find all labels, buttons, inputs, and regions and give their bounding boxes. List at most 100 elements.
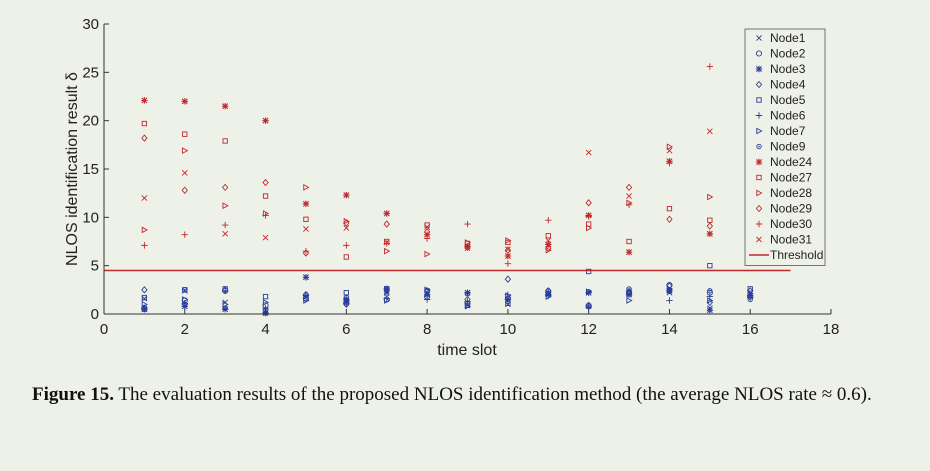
- x-tick-label: 6: [342, 321, 350, 338]
- legend-label: Node31: [770, 233, 812, 247]
- legend-marker: [756, 127, 763, 135]
- data-point: [464, 289, 471, 296]
- data-point: [585, 199, 592, 207]
- x-tick-label: 12: [580, 321, 597, 338]
- legend-label: Node27: [770, 171, 812, 185]
- data-point: [383, 210, 390, 217]
- data-point: [383, 239, 390, 246]
- data-point: [625, 291, 633, 298]
- legend-marker: [756, 189, 763, 197]
- data-point: [141, 120, 148, 127]
- legend-marker: [755, 80, 763, 89]
- legend-label: Threshold: [770, 248, 823, 262]
- legend-marker: [755, 50, 763, 57]
- legend-item-node7: Node7: [756, 124, 806, 138]
- data-point: [626, 193, 632, 199]
- data-point: [303, 226, 309, 232]
- series-node9: [141, 286, 753, 316]
- data-point: [586, 289, 592, 295]
- x-tick-label: 0: [100, 321, 108, 338]
- data-point: [141, 195, 148, 201]
- legend-label: Node1: [770, 31, 806, 45]
- data-point: [302, 200, 310, 207]
- data-point: [706, 63, 714, 70]
- legend-item-node28: Node28: [756, 186, 812, 200]
- data-point: [706, 230, 714, 237]
- data-point: [666, 297, 673, 304]
- legend-item-node30: Node30: [755, 217, 812, 231]
- x-axis-label: time slot: [437, 342, 497, 359]
- legend-marker: [756, 236, 762, 243]
- data-point: [384, 291, 390, 297]
- y-tick-label: 20: [82, 113, 99, 130]
- data-point: [464, 239, 472, 246]
- data-point: [625, 183, 633, 192]
- data-point: [302, 274, 310, 281]
- data-point: [262, 178, 269, 187]
- data-point: [424, 224, 431, 230]
- data-point: [504, 246, 512, 254]
- legend-label: Node4: [770, 78, 806, 92]
- data-point: [625, 201, 633, 208]
- data-point: [504, 252, 512, 260]
- x-tick-label: 8: [423, 321, 431, 338]
- data-point: [141, 97, 148, 104]
- caption-label: Figure 15.: [32, 384, 114, 405]
- data-point: [545, 233, 551, 239]
- legend-label: Node9: [770, 140, 806, 154]
- data-point: [585, 149, 592, 156]
- data-point: [221, 287, 229, 294]
- legend-item-node6: Node6: [755, 109, 806, 123]
- data-point: [747, 286, 753, 292]
- data-point: [586, 268, 592, 275]
- data-point: [505, 298, 511, 305]
- series-node31: [141, 128, 713, 253]
- x-tick-label: 18: [823, 321, 840, 338]
- data-point: [707, 297, 714, 304]
- data-point: [626, 286, 632, 292]
- legend-item-node1: Node1: [756, 31, 806, 45]
- data-point: [504, 275, 512, 283]
- data-point: [423, 235, 431, 242]
- data-point: [423, 228, 431, 236]
- data-point: [505, 237, 512, 244]
- data-point: [182, 147, 189, 154]
- legend-marker: [755, 65, 763, 73]
- data-point: [586, 224, 593, 232]
- data-point: [666, 215, 673, 223]
- data-point: [181, 98, 188, 105]
- data-point: [221, 305, 229, 313]
- data-point: [343, 219, 350, 227]
- data-point: [262, 193, 269, 199]
- x-tick-label: 2: [181, 321, 189, 338]
- data-point: [666, 287, 673, 294]
- legend-box: [744, 28, 826, 266]
- data-point: [181, 186, 188, 194]
- data-point: [424, 289, 430, 295]
- data-point: [706, 128, 713, 135]
- axes-layer: 0 2 4 6 8 10 12 14 16 18 0 5 10 15 20 25 30: [82, 16, 839, 338]
- data-point: [182, 131, 188, 137]
- data-point: [343, 191, 350, 199]
- data-point: [545, 217, 552, 224]
- data-point: [141, 300, 148, 308]
- legend-label: Node29: [770, 202, 812, 216]
- data-point: [182, 296, 189, 303]
- data-point: [141, 242, 148, 249]
- y-tick-label: 30: [82, 16, 99, 33]
- data-point: [262, 117, 269, 124]
- data-point: [707, 193, 714, 201]
- data-point: [423, 291, 431, 298]
- data-point: [545, 244, 552, 252]
- legend-item-node2: Node2: [755, 47, 806, 61]
- data-point: [303, 292, 309, 298]
- data-point: [343, 294, 349, 301]
- data-point: [585, 213, 592, 220]
- data-point: [383, 285, 390, 293]
- data-point: [747, 296, 753, 303]
- legend-item-threshold: Threshold: [749, 248, 823, 262]
- y-tick-label: 5: [91, 258, 99, 275]
- data-point: [464, 298, 471, 305]
